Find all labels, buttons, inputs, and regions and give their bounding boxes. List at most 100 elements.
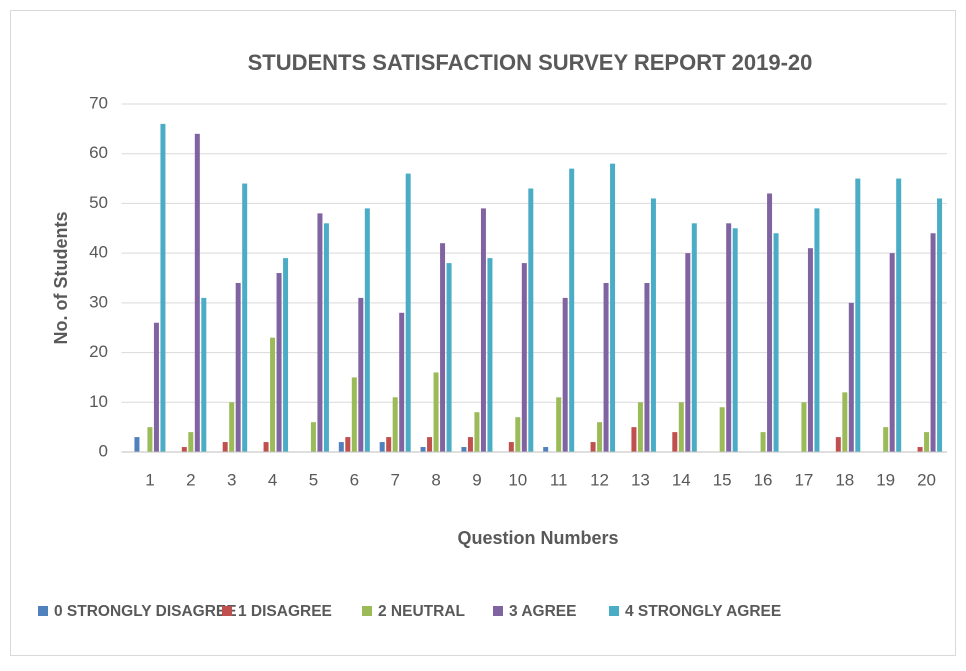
bar <box>855 178 861 453</box>
bar <box>562 297 568 452</box>
x-tick-label: 8 <box>431 470 440 489</box>
legend-label: 4 STRONGLY AGREE <box>625 603 781 620</box>
legend-label: 1 DISAGREE <box>238 603 332 620</box>
x-tick-label: 1 <box>145 470 154 489</box>
legend-swatch <box>362 606 372 616</box>
y-tick-label: 70 <box>89 93 108 112</box>
x-tick-label: 10 <box>508 470 527 489</box>
bar <box>242 183 248 453</box>
x-tick-label: 15 <box>713 470 732 489</box>
bar <box>229 402 235 452</box>
x-tick-label: 9 <box>472 470 481 489</box>
bar <box>235 282 241 452</box>
bar <box>338 442 344 452</box>
bar <box>773 233 779 452</box>
bar <box>147 427 153 452</box>
bar <box>760 432 766 452</box>
x-tick-label: 20 <box>917 470 936 489</box>
y-axis-label: No. of Students <box>51 212 71 345</box>
bar <box>399 312 405 452</box>
bar <box>364 208 370 452</box>
y-tick-label: 20 <box>89 342 108 361</box>
bar <box>848 302 854 452</box>
bar <box>924 432 930 452</box>
legend-label: 3 AGREE <box>509 603 576 620</box>
bar <box>521 263 527 452</box>
bar <box>930 233 936 452</box>
bar <box>672 432 678 452</box>
bar <box>467 437 473 452</box>
bar <box>590 442 596 452</box>
bar <box>597 422 603 452</box>
bar <box>276 273 282 452</box>
x-tick-label: 17 <box>794 470 813 489</box>
bar <box>345 437 351 452</box>
bar <box>807 248 813 452</box>
x-tick-label: 19 <box>876 470 895 489</box>
bar <box>814 208 820 452</box>
legend-swatch <box>609 606 619 616</box>
legend-label: 2 NEUTRAL <box>378 603 465 620</box>
x-axis-label: Question Numbers <box>457 528 618 548</box>
x-tick-label: 6 <box>350 470 359 489</box>
bar <box>650 198 656 452</box>
chart-title: STUDENTS SATISFACTION SURVEY REPORT 2019… <box>248 50 813 75</box>
bar <box>719 407 725 452</box>
y-tick-label: 30 <box>89 292 108 311</box>
bar <box>134 437 140 452</box>
y-tick-label: 60 <box>89 143 108 162</box>
bar <box>685 253 691 452</box>
bar <box>732 228 738 452</box>
bar <box>937 198 943 452</box>
bar <box>310 422 316 452</box>
legend-swatch <box>38 606 48 616</box>
bar <box>222 442 228 452</box>
bar <box>379 442 385 452</box>
bar <box>528 188 534 452</box>
bar <box>508 442 514 452</box>
bar <box>270 337 276 452</box>
bar <box>631 427 637 452</box>
bar <box>515 417 521 452</box>
y-tick-label: 0 <box>99 441 108 460</box>
legend-label: 0 STRONGLY DISAGREE <box>54 603 237 620</box>
bar <box>392 397 398 452</box>
bar <box>194 133 200 453</box>
bar <box>358 297 364 452</box>
bar <box>610 163 616 452</box>
bar <box>323 223 329 452</box>
bar <box>842 392 848 452</box>
x-tick-label: 18 <box>835 470 854 489</box>
bar <box>181 447 187 452</box>
bar <box>917 447 923 452</box>
x-tick-label: 12 <box>590 470 609 489</box>
y-tick-label: 40 <box>89 243 108 262</box>
bar <box>691 223 697 452</box>
bar <box>386 437 392 452</box>
bar <box>726 223 732 452</box>
bar <box>896 178 902 453</box>
bar <box>835 437 841 452</box>
y-tick-label: 10 <box>89 392 108 411</box>
x-tick-label: 11 <box>550 470 568 489</box>
bar <box>446 263 452 452</box>
legend-swatch <box>222 606 232 616</box>
bar <box>644 282 650 452</box>
bar <box>317 213 323 452</box>
bar <box>603 282 609 452</box>
bar <box>543 447 549 452</box>
bar <box>283 258 289 452</box>
legend-swatch <box>493 606 503 616</box>
x-tick-label: 5 <box>309 470 318 489</box>
bar <box>767 193 773 452</box>
x-tick-label: 3 <box>227 470 236 489</box>
bar <box>678 402 684 452</box>
bar <box>637 402 643 452</box>
x-tick-label: 16 <box>754 470 773 489</box>
y-tick-label: 50 <box>89 193 108 212</box>
bar <box>569 168 575 452</box>
bar <box>405 173 411 452</box>
bar <box>889 253 895 452</box>
bar <box>480 208 486 452</box>
